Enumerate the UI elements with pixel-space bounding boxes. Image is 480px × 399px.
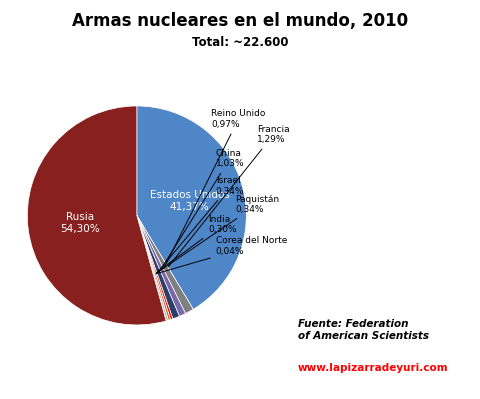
Wedge shape [137, 215, 185, 316]
Text: India
0,30%: India 0,30% [156, 215, 237, 273]
Wedge shape [137, 215, 173, 320]
Text: Israel
0,34%: Israel 0,34% [158, 176, 244, 271]
Text: Corea del Norte
0,04%: Corea del Norte 0,04% [156, 237, 287, 274]
Wedge shape [137, 215, 167, 321]
Text: Fuente: Federation
of American Scientists: Fuente: Federation of American Scientist… [298, 319, 429, 341]
Text: Total: ~22.600: Total: ~22.600 [192, 36, 288, 49]
Wedge shape [137, 215, 180, 319]
Text: Rusia
54,30%: Rusia 54,30% [60, 212, 100, 234]
Wedge shape [137, 106, 246, 309]
Text: www.lapizarradeyuri.com: www.lapizarradeyuri.com [298, 363, 448, 373]
Text: Estados Unidos
41,37%: Estados Unidos 41,37% [150, 190, 229, 211]
Wedge shape [137, 215, 193, 314]
Text: China
1,03%: China 1,03% [160, 149, 244, 270]
Wedge shape [137, 215, 170, 320]
Text: Armas nucleares en el mundo, 2010: Armas nucleares en el mundo, 2010 [72, 12, 408, 30]
Text: Reino Unido
0,97%: Reino Unido 0,97% [164, 109, 265, 269]
Wedge shape [137, 215, 168, 321]
Text: Francia
1,29%: Francia 1,29% [168, 125, 290, 267]
Text: Paquistán
0,34%: Paquistán 0,34% [157, 195, 279, 273]
Wedge shape [27, 106, 166, 325]
